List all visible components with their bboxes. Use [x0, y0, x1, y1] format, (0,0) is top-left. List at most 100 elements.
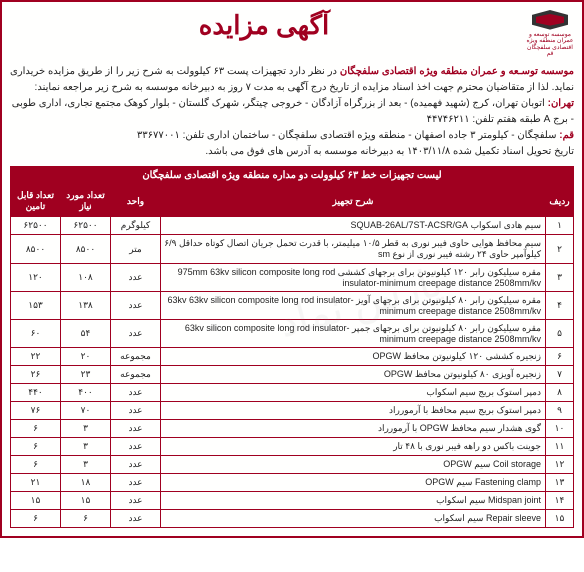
cell-desc: Fastening clamp سیم OPGW	[161, 474, 546, 492]
col-desc: شرح تجهیز	[161, 186, 546, 217]
cell-idx: ۲	[546, 235, 574, 264]
cell-need: ۳	[61, 420, 111, 438]
col-need: تعداد مورد نیاز	[61, 186, 111, 217]
table-row: ۶زنجیره کششی ۱۲۰ کیلونیوتن محافظ OPGWمجم…	[11, 348, 574, 366]
cell-unit: عدد	[111, 456, 161, 474]
cell-idx: ۱۵	[546, 510, 574, 528]
hex-logo-icon	[532, 10, 568, 30]
cell-unit: مجموعه	[111, 366, 161, 384]
cell-idx: ۱۳	[546, 474, 574, 492]
cell-need: ۱۵	[61, 492, 111, 510]
cell-idx: ۹	[546, 402, 574, 420]
cell-unit: عدد	[111, 320, 161, 348]
table-body: ۱سیم هادی اسکواب SQUAB-26AL/7ST-ACSR/GAک…	[11, 217, 574, 528]
table-row: ۱۴Midspan joint سیم اسکوابعدد۱۵۱۵	[11, 492, 574, 510]
cell-idx: ۱۰	[546, 420, 574, 438]
tehran-label: تهران:	[548, 98, 574, 109]
cell-unit: متر	[111, 235, 161, 264]
qom-label: قم:	[559, 130, 574, 141]
cell-unit: عدد	[111, 292, 161, 320]
table-row: ۵مقره سیلیکون رابر ۸۰ کیلونیوتن برای برج…	[11, 320, 574, 348]
cell-need: ۱۳۸	[61, 292, 111, 320]
cell-supply: ۱۵۳	[11, 292, 61, 320]
table-title: لیست تجهیزات خط ۶۳ کیلوولت دو مداره منطق…	[10, 166, 574, 185]
cell-desc: دمپر استوک بریج سیم اسکواب	[161, 384, 546, 402]
table-row: ۴مقره سیلیکون رابر ۸۰ کیلونیوتن برای برج…	[11, 292, 574, 320]
cell-idx: ۷	[546, 366, 574, 384]
cell-idx: ۴	[546, 292, 574, 320]
cell-supply: ۷۶	[11, 402, 61, 420]
cell-supply: ۶۲۵۰۰	[11, 217, 61, 235]
cell-desc: مقره سیلیکون رابر ۸۰ کیلونیوتن برای برجه…	[161, 320, 546, 348]
cell-need: ۸۵۰۰	[61, 235, 111, 264]
table-row: ۹دمپر استوک بریج سیم محافظ با آرموررادعد…	[11, 402, 574, 420]
table-row: ۱۲Coil storage سیم OPGWعدد۳۶	[11, 456, 574, 474]
col-idx: ردیف	[546, 186, 574, 217]
title-block: آگهی مزایده	[10, 10, 518, 41]
cell-need: ۲۳	[61, 366, 111, 384]
table-row: ۱۰گوی هشدار سیم محافظ OPGW با آرموررادعد…	[11, 420, 574, 438]
address-qom: قم: سلفچگان - کیلومتر ۳ جاده اصفهان - من…	[10, 128, 574, 144]
cell-desc: زنجیره آویزی ۸۰ کیلونیوتن محافظ OPGW	[161, 366, 546, 384]
col-supply: تعداد قابل تامین	[11, 186, 61, 217]
cell-need: ۱۸	[61, 474, 111, 492]
cell-idx: ۳	[546, 264, 574, 292]
cell-supply: ۲۲	[11, 348, 61, 366]
cell-supply: ۲۶	[11, 366, 61, 384]
cell-desc: مقره سیلیکون رابر ۸۰ کیلونیوتن برای برجه…	[161, 292, 546, 320]
cell-need: ۳	[61, 456, 111, 474]
cell-desc: Midspan joint سیم اسکواب	[161, 492, 546, 510]
table-row: ۷زنجیره آویزی ۸۰ کیلونیوتن محافظ OPGWمجم…	[11, 366, 574, 384]
table-header-row: ردیف شرح تجهیز واحد تعداد مورد نیاز تعدا…	[11, 186, 574, 217]
cell-desc: مقره سیلیکون رابر ۱۲۰ کیلونیوتن برای برج…	[161, 264, 546, 292]
cell-idx: ۱۴	[546, 492, 574, 510]
cell-desc: جوینت باکس دو راهه فیبر نوری با ۴۸ تار	[161, 438, 546, 456]
table-row: ۱سیم هادی اسکواب SQUAB-26AL/7ST-ACSR/GAک…	[11, 217, 574, 235]
cell-need: ۶	[61, 510, 111, 528]
page-title: آگهی مزایده	[10, 10, 518, 41]
cell-desc: سیم هادی اسکواب SQUAB-26AL/7ST-ACSR/GA	[161, 217, 546, 235]
logo-caption: موسسه توسعه و عمران منطقه ویژه اقتصادی س…	[526, 32, 574, 58]
address-tehran: تهران: اتوبان تهران، کرج (شهید فهمیده) -…	[10, 96, 574, 128]
cell-need: ۳	[61, 438, 111, 456]
cell-idx: ۵	[546, 320, 574, 348]
cell-supply: ۴۴۰	[11, 384, 61, 402]
cell-idx: ۸	[546, 384, 574, 402]
cell-need: ۱۰۸	[61, 264, 111, 292]
deadline-line: تاریخ تحویل اسناد تکمیل شده ۱۴۰۳/۱۱/۸ به…	[10, 144, 574, 160]
cell-desc: گوی هشدار سیم محافظ OPGW با آرمورراد	[161, 420, 546, 438]
table-row: ۱۳Fastening clamp سیم OPGWعدد۱۸۲۱	[11, 474, 574, 492]
cell-supply: ۶۰	[11, 320, 61, 348]
cell-supply: ۲۱	[11, 474, 61, 492]
cell-unit: عدد	[111, 510, 161, 528]
header: موسسه توسعه و عمران منطقه ویژه اقتصادی س…	[10, 10, 574, 58]
cell-unit: عدد	[111, 438, 161, 456]
cell-idx: ۶	[546, 348, 574, 366]
cell-desc: زنجیره کششی ۱۲۰ کیلونیوتن محافظ OPGW	[161, 348, 546, 366]
cell-unit: مجموعه	[111, 348, 161, 366]
cell-need: ۲۰	[61, 348, 111, 366]
cell-supply: ۱۵	[11, 492, 61, 510]
cell-supply: ۶	[11, 456, 61, 474]
cell-unit: عدد	[111, 474, 161, 492]
org-name: موسسه توسـعه و عمران منطقه ویژه اقتصادی …	[340, 66, 574, 77]
auction-notice-page: موسسه توسعه و عمران منطقه ویژه اقتصادی س…	[0, 0, 584, 538]
cell-supply: ۶	[11, 438, 61, 456]
cell-supply: ۱۲۰	[11, 264, 61, 292]
table-row: ۸دمپر استوک بریج سیم اسکوابعدد۴۰۰۴۴۰	[11, 384, 574, 402]
cell-need: ۵۴	[61, 320, 111, 348]
cell-desc: سیم محافظ هوایی حاوی فیبر نوری به قطر ۱۰…	[161, 235, 546, 264]
cell-idx: ۱	[546, 217, 574, 235]
cell-unit: عدد	[111, 384, 161, 402]
cell-desc: Coil storage سیم OPGW	[161, 456, 546, 474]
cell-need: ۴۰۰	[61, 384, 111, 402]
cell-need: ۶۲۵۰۰	[61, 217, 111, 235]
tehran-address: اتوبان تهران، کرج (شهید فهمیده) - بعد از…	[12, 98, 574, 125]
cell-need: ۷۰	[61, 402, 111, 420]
table-row: ۱۵Repair sleeve سیم اسکوابعدد۶۶	[11, 510, 574, 528]
deadline-text: تاریخ تحویل اسناد تکمیل شده ۱۴۰۳/۱۱/۸ به…	[205, 146, 574, 157]
cell-idx: ۱۱	[546, 438, 574, 456]
cell-unit: عدد	[111, 264, 161, 292]
cell-unit: عدد	[111, 492, 161, 510]
equipment-table: ردیف شرح تجهیز واحد تعداد مورد نیاز تعدا…	[10, 185, 574, 528]
